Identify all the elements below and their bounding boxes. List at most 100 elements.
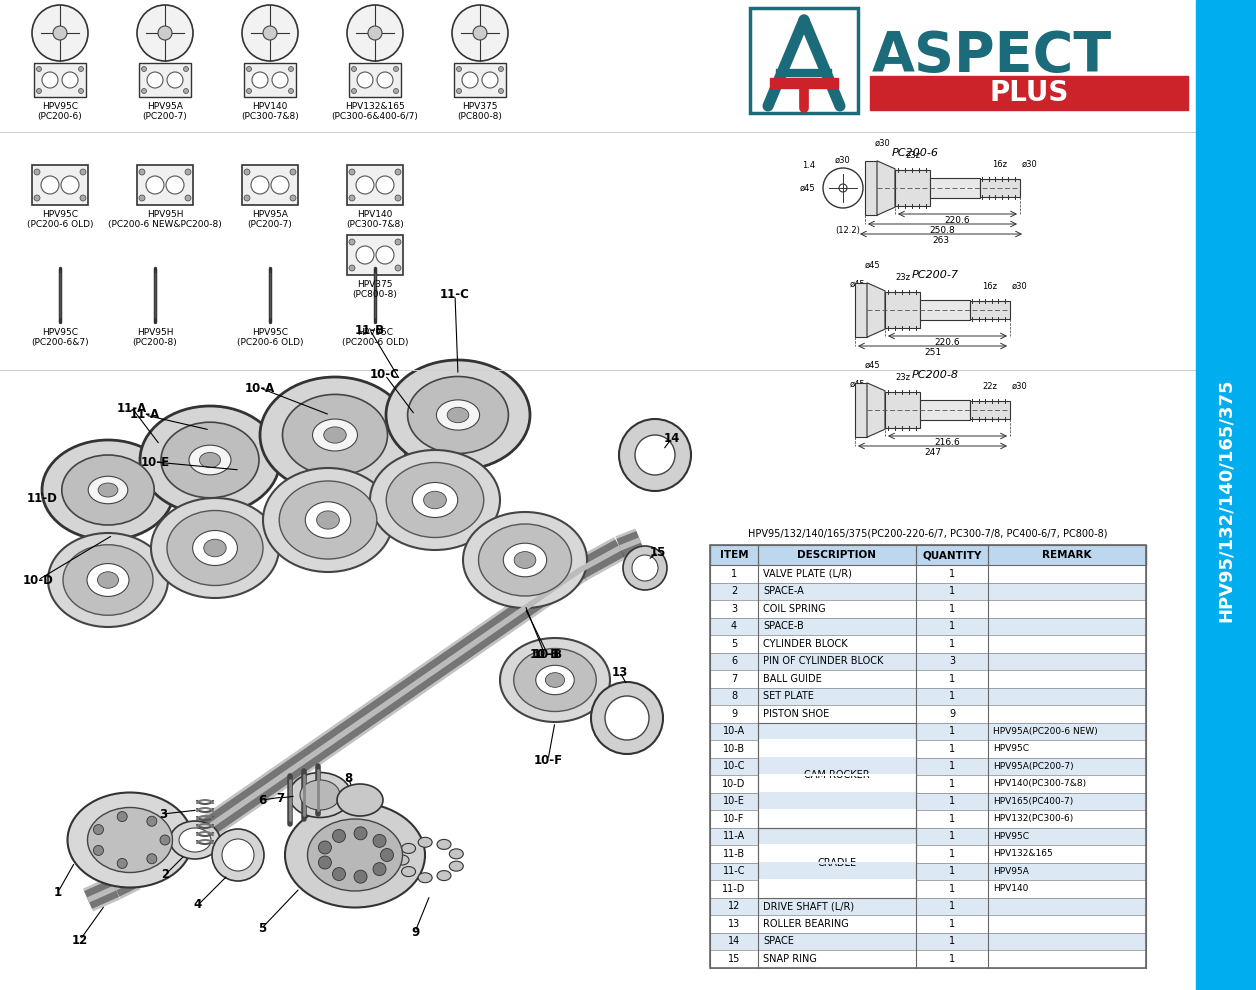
Circle shape bbox=[41, 72, 58, 88]
Bar bbox=[453, 63, 506, 97]
Circle shape bbox=[394, 265, 401, 271]
Text: HPV95H
(PC200-6 NEW&PC200-8): HPV95H (PC200-6 NEW&PC200-8) bbox=[108, 210, 222, 230]
Circle shape bbox=[185, 169, 191, 175]
Text: 1: 1 bbox=[950, 779, 955, 789]
Text: 1: 1 bbox=[950, 866, 955, 876]
Ellipse shape bbox=[285, 803, 425, 908]
Bar bbox=[710, 545, 1145, 565]
Text: 220.6: 220.6 bbox=[945, 216, 971, 225]
Circle shape bbox=[242, 5, 298, 61]
Text: 22z: 22z bbox=[982, 382, 997, 391]
Text: REMARK: REMARK bbox=[1042, 550, 1091, 560]
Ellipse shape bbox=[313, 419, 358, 451]
Circle shape bbox=[147, 853, 157, 863]
Ellipse shape bbox=[402, 843, 416, 853]
Circle shape bbox=[354, 870, 367, 883]
Text: 12: 12 bbox=[72, 934, 88, 946]
Text: 10-C: 10-C bbox=[722, 761, 745, 771]
Ellipse shape bbox=[188, 446, 231, 475]
Circle shape bbox=[183, 66, 188, 71]
Ellipse shape bbox=[139, 406, 280, 514]
Text: 1.4: 1.4 bbox=[801, 161, 815, 170]
Text: 15: 15 bbox=[727, 953, 740, 963]
Text: 1: 1 bbox=[950, 586, 955, 596]
Text: 23z: 23z bbox=[896, 273, 911, 282]
Text: 11-A: 11-A bbox=[723, 832, 745, 842]
Ellipse shape bbox=[386, 360, 530, 470]
Ellipse shape bbox=[283, 394, 388, 475]
Text: HPV95C
(PC200-6): HPV95C (PC200-6) bbox=[38, 102, 83, 122]
Circle shape bbox=[78, 88, 83, 93]
Circle shape bbox=[632, 555, 658, 581]
Bar bbox=[710, 652, 1145, 670]
Text: HPV140
(PC300-7&8): HPV140 (PC300-7&8) bbox=[241, 102, 299, 122]
Circle shape bbox=[355, 176, 374, 194]
Text: HPV95C
(PC200-6&7): HPV95C (PC200-6&7) bbox=[31, 328, 89, 347]
Text: 1: 1 bbox=[950, 832, 955, 842]
Text: HPV95C: HPV95C bbox=[993, 744, 1029, 753]
Circle shape bbox=[349, 239, 355, 245]
Bar bbox=[710, 565, 1145, 582]
Bar bbox=[710, 915, 1145, 933]
Bar bbox=[896, 169, 929, 206]
Text: 10-E: 10-E bbox=[141, 455, 170, 468]
Text: 23z: 23z bbox=[896, 373, 911, 382]
Bar bbox=[919, 300, 970, 321]
Text: 10-B: 10-B bbox=[723, 743, 745, 753]
Text: HPV95/132/140/165/375(PC200-220-6/7, PC300-7/8, PC400-6/7, PC800-8): HPV95/132/140/165/375(PC200-220-6/7, PC3… bbox=[749, 529, 1108, 539]
Text: 250.8: 250.8 bbox=[929, 226, 956, 235]
Circle shape bbox=[592, 682, 663, 754]
Text: 10-E: 10-E bbox=[723, 796, 745, 806]
Text: 1: 1 bbox=[950, 848, 955, 858]
Text: 247: 247 bbox=[924, 448, 941, 457]
Text: HPV95/132/140/165/375: HPV95/132/140/165/375 bbox=[1217, 378, 1235, 622]
Text: 10-B: 10-B bbox=[530, 648, 560, 661]
Text: HPV132&165
(PC300-6&400-6/7): HPV132&165 (PC300-6&400-6/7) bbox=[332, 102, 418, 122]
Bar bbox=[710, 600, 1145, 618]
Bar bbox=[710, 828, 1145, 845]
Circle shape bbox=[393, 66, 398, 71]
Text: 15: 15 bbox=[649, 545, 666, 558]
Text: PISTON SHOE: PISTON SHOE bbox=[762, 709, 829, 719]
Text: 16z: 16z bbox=[982, 282, 997, 291]
Ellipse shape bbox=[161, 422, 259, 498]
Text: 1: 1 bbox=[950, 937, 955, 946]
Text: 10-A: 10-A bbox=[245, 381, 275, 394]
Text: ITEM: ITEM bbox=[720, 550, 749, 560]
Text: 251: 251 bbox=[924, 348, 941, 357]
Circle shape bbox=[246, 88, 251, 93]
Circle shape bbox=[456, 66, 461, 71]
Text: (12.2): (12.2) bbox=[835, 226, 860, 235]
Circle shape bbox=[166, 176, 183, 194]
Text: 1: 1 bbox=[950, 691, 955, 701]
Text: HPV95A
(PC200-7): HPV95A (PC200-7) bbox=[247, 210, 293, 230]
Text: 1: 1 bbox=[950, 604, 955, 614]
Ellipse shape bbox=[504, 544, 546, 577]
Bar bbox=[710, 898, 1145, 915]
Circle shape bbox=[78, 66, 83, 71]
Text: 7: 7 bbox=[731, 674, 737, 684]
Text: 6: 6 bbox=[731, 656, 737, 666]
Text: ASPECT: ASPECT bbox=[872, 29, 1112, 83]
Circle shape bbox=[456, 88, 461, 93]
Bar bbox=[750, 8, 858, 113]
Text: 10-F: 10-F bbox=[534, 753, 563, 766]
Circle shape bbox=[352, 88, 357, 93]
Circle shape bbox=[41, 176, 59, 194]
Text: PC200-7: PC200-7 bbox=[912, 270, 958, 280]
Ellipse shape bbox=[402, 866, 416, 876]
Bar bbox=[855, 383, 867, 438]
Ellipse shape bbox=[98, 572, 118, 588]
Polygon shape bbox=[867, 383, 885, 438]
Bar bbox=[710, 933, 1145, 950]
Ellipse shape bbox=[324, 427, 347, 444]
Ellipse shape bbox=[48, 533, 168, 627]
Circle shape bbox=[139, 169, 144, 175]
Circle shape bbox=[137, 5, 193, 61]
Circle shape bbox=[357, 72, 373, 88]
Ellipse shape bbox=[394, 855, 409, 865]
Circle shape bbox=[349, 169, 355, 175]
Circle shape bbox=[619, 419, 691, 491]
Text: VALVE PLATE (L/R): VALVE PLATE (L/R) bbox=[762, 568, 852, 579]
Ellipse shape bbox=[418, 838, 432, 847]
